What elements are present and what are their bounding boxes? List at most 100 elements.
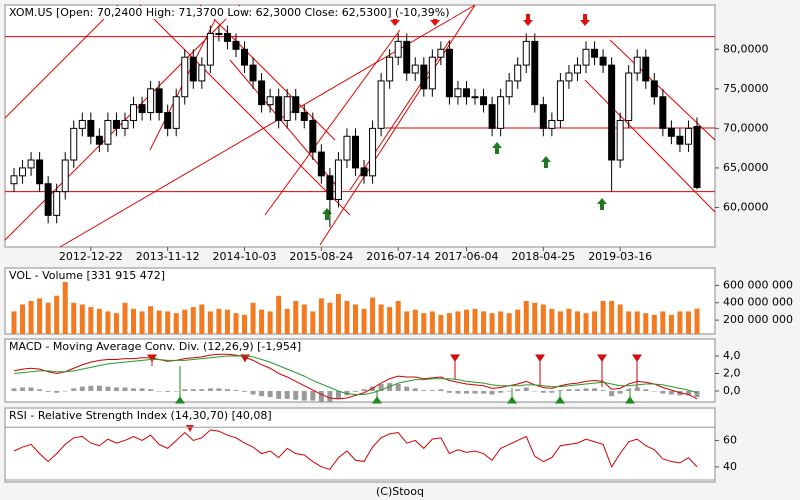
- histogram-bar: [472, 390, 478, 394]
- candle-body: [582, 48, 590, 66]
- title-background: [7, 6, 452, 19]
- volume-bar: [45, 302, 51, 334]
- volume-bar: [592, 311, 598, 334]
- candle-body: [625, 72, 633, 121]
- candle-body: [87, 119, 95, 137]
- volume-bar: [267, 311, 273, 334]
- y-tick-label: 65,0000: [723, 161, 769, 174]
- volume-bar: [540, 304, 546, 334]
- candle-body: [10, 175, 18, 185]
- candle-body: [53, 191, 61, 216]
- candle-body: [445, 48, 453, 98]
- volume-bar: [617, 304, 623, 334]
- candle-body: [266, 96, 274, 106]
- x-tick-label: 2014-10-03: [213, 250, 277, 263]
- volume-bar: [327, 302, 333, 334]
- histogram-bar: [122, 387, 128, 391]
- histogram-bar: [335, 390, 341, 399]
- candle-body: [659, 96, 667, 129]
- volume-bar: [626, 311, 632, 334]
- y-tick-label: 40: [723, 460, 737, 473]
- histogram-bar: [361, 389, 367, 391]
- candle-body: [275, 96, 283, 121]
- volume-bar: [498, 311, 504, 334]
- candle-body: [343, 135, 351, 161]
- buy-marker: [175, 396, 185, 404]
- y-tick-label: 60,0000: [723, 200, 769, 213]
- candle-body: [215, 32, 223, 35]
- volume-bar: [131, 308, 137, 334]
- volume-bar: [344, 301, 350, 334]
- panel-title: VOL - Volume [331 915 472]: [9, 269, 165, 282]
- volume-bar: [472, 308, 478, 334]
- histogram-bar: [310, 390, 316, 401]
- candle-body: [112, 119, 120, 129]
- candle-body: [591, 48, 599, 58]
- volume-bar: [515, 309, 521, 334]
- histogram-bar: [626, 389, 632, 391]
- volume-bar: [62, 281, 68, 334]
- histogram-bar: [96, 385, 102, 391]
- sell-arrow: [523, 14, 533, 26]
- candle-body: [181, 56, 189, 98]
- candle-body: [548, 119, 556, 129]
- sell-marker: [597, 354, 607, 362]
- panel-content: 60,0000 65,0000 70,0000 75,0000 80,0000 2012-…: [5, 6, 769, 263]
- volume-bar: [651, 314, 657, 334]
- candle-body: [292, 96, 300, 114]
- x-tick-label: 2016-07-14: [366, 250, 430, 263]
- candle-body: [454, 88, 462, 98]
- volume-bar: [88, 307, 94, 334]
- histogram-bar: [600, 390, 606, 391]
- histogram-bar: [79, 386, 85, 391]
- y-tick-label: 0,0: [723, 384, 741, 397]
- histogram-bar: [105, 386, 111, 391]
- volume-bar: [37, 298, 43, 334]
- volume-bar: [148, 306, 154, 334]
- volume-bar: [276, 295, 282, 334]
- histogram-bar: [139, 388, 145, 391]
- histogram-bar: [643, 389, 649, 391]
- candle-body: [223, 32, 231, 42]
- histogram-bar: [446, 390, 452, 393]
- buy-arrow: [597, 198, 607, 210]
- y-tick-label: 60: [723, 433, 737, 446]
- volume-bar: [242, 314, 248, 334]
- histogram-bar: [45, 390, 51, 392]
- panel-content: 4,0 2,0 0,0 MACD - Moving Average Conv. Div…: [7, 340, 741, 402]
- histogram-bar: [523, 387, 529, 391]
- candle-body: [573, 64, 581, 74]
- histogram-bar: [284, 390, 290, 399]
- series-line: [13, 353, 698, 400]
- volume-bar: [207, 311, 213, 334]
- volume-bar: [190, 307, 196, 334]
- histogram-bar: [617, 390, 623, 394]
- volume-bar: [523, 301, 529, 334]
- volume-bar: [182, 309, 188, 334]
- histogram-bar: [651, 390, 657, 392]
- volume-bar: [481, 311, 487, 334]
- histogram-bar: [463, 390, 469, 394]
- volume-bar: [532, 302, 538, 334]
- histogram-bar: [242, 390, 248, 392]
- histogram-bar: [20, 387, 26, 391]
- histogram-bar: [429, 390, 435, 391]
- candle-body: [642, 56, 650, 82]
- histogram-bar: [566, 389, 572, 391]
- plot-layer: 60,0000 65,0000 70,0000 75,0000 80,0000 2012-…: [5, 6, 793, 481]
- histogram-bar: [267, 390, 273, 398]
- volume-bar: [224, 309, 230, 334]
- candle-body: [189, 56, 197, 82]
- candle-body: [539, 104, 547, 129]
- histogram-bar: [173, 390, 179, 392]
- volume-bar: [259, 309, 265, 334]
- buy-marker: [625, 396, 635, 404]
- candle-body: [19, 167, 27, 177]
- volume-bar: [446, 313, 452, 334]
- volume-bar: [11, 311, 17, 334]
- candle-body: [411, 64, 419, 74]
- histogram-bar: [455, 390, 461, 394]
- histogram-bar: [378, 383, 384, 391]
- volume-bar: [583, 313, 589, 334]
